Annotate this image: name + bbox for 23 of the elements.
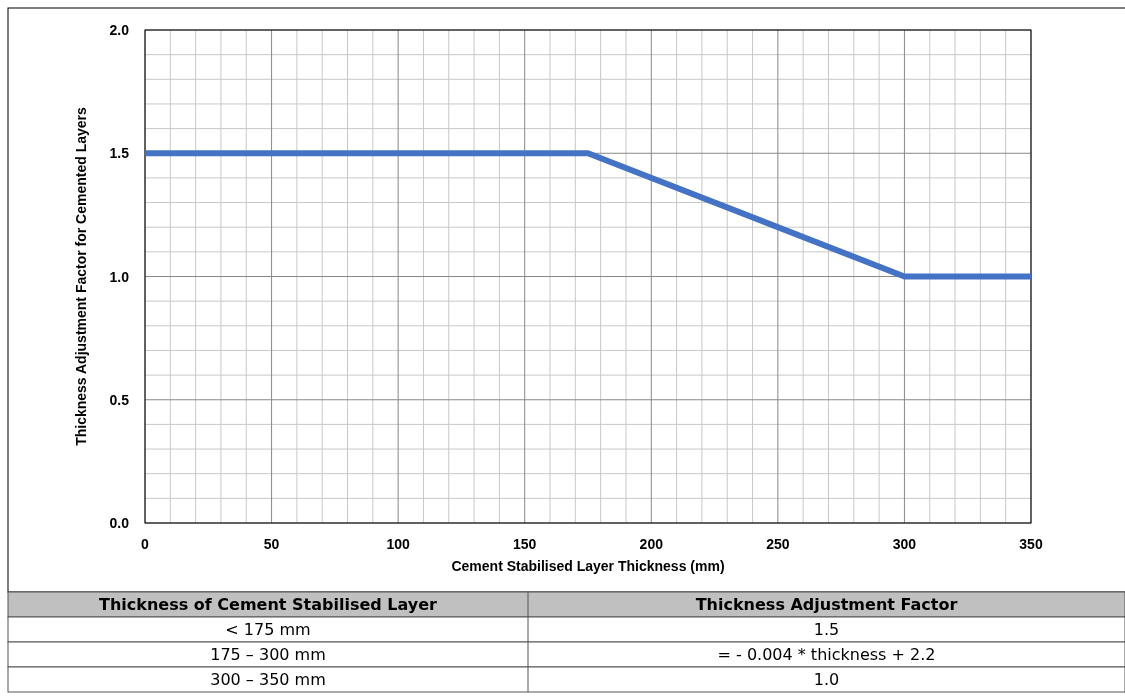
x-tick-label: 250	[766, 536, 790, 552]
x-tick-label: 150	[513, 536, 537, 552]
y-tick-label: 0.5	[109, 391, 130, 408]
y-tick-label: 2.0	[109, 22, 130, 38]
text: Thickness Adjustment Factor	[695, 595, 958, 614]
text: 1.5	[813, 620, 840, 639]
y-tick-label: 0.0	[109, 515, 130, 531]
x-tick-label: 300	[892, 536, 917, 552]
text: 175 – 300 mm	[210, 645, 326, 664]
text: Thickness of Cement Stabilised Layer	[99, 595, 438, 614]
x-tick-label: 50	[263, 536, 280, 552]
x-tick-label: 350	[1019, 536, 1043, 552]
x-axis-title: Cement Stabilised Layer Thickness (mm)	[451, 558, 725, 574]
x-tick-label: 100	[386, 536, 411, 552]
text: = - 0.004 * thickness + 2.2	[717, 645, 936, 664]
y-tick-label: 1.5	[109, 145, 130, 162]
x-tick-label: 0	[141, 536, 150, 552]
x-tick-label: 200	[639, 536, 664, 552]
y-tick-label: 1.0	[109, 268, 130, 285]
text: 1.0	[813, 670, 840, 689]
y-axis-title: Thickness Adjustment Factor for Cemented Layers	[73, 106, 89, 446]
text: < 175 mm	[225, 620, 311, 639]
text: 300 – 350 mm	[210, 670, 326, 689]
